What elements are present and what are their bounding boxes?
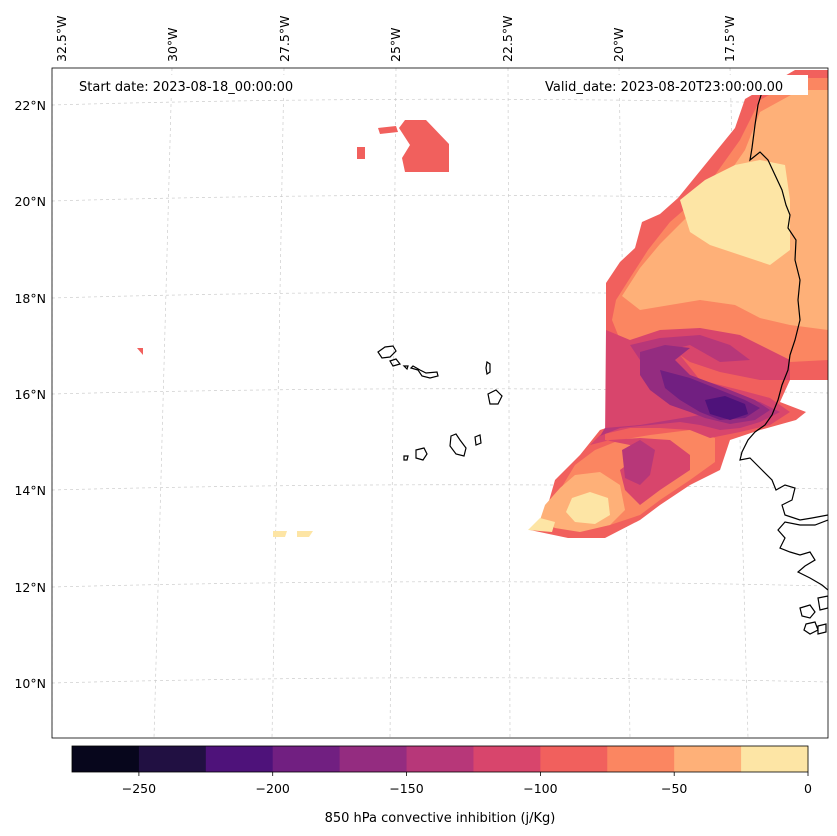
island-santo-antao xyxy=(377,345,397,359)
guinea-bissau-islands xyxy=(799,595,828,635)
island-sal xyxy=(485,360,491,376)
cin-region-south-yellow xyxy=(566,492,610,524)
island-sao-nicolau xyxy=(409,365,439,379)
cin-region-south-yellow-tail xyxy=(528,518,555,532)
colorbar-tick-0: 0 xyxy=(804,781,812,796)
guinea-coastline xyxy=(777,519,828,591)
lon-label-22-5w: 22.5°W xyxy=(500,16,515,62)
lon-label-17-5w: 17.5°W xyxy=(722,16,737,62)
island-boa-vista xyxy=(487,389,503,405)
lat-label-14n: 14°N xyxy=(14,483,46,498)
longitude-gridlines xyxy=(52,68,749,738)
island-maio xyxy=(474,434,482,446)
island-santiago xyxy=(449,433,467,457)
colorbar-segment xyxy=(674,746,742,772)
cin-patch-west xyxy=(137,348,143,355)
valid-date-box xyxy=(540,75,808,95)
colorbar-tick-minus-150: −150 xyxy=(389,781,423,796)
colorbar-segment xyxy=(741,746,809,772)
valid-date-label: Valid_date: 2023-08-20T23:00:00.00 xyxy=(545,80,783,95)
africa-coastline xyxy=(739,91,828,521)
lon-label-27-5w: 27.5°W xyxy=(277,16,292,62)
colorbar-segment xyxy=(473,746,541,772)
island-brava xyxy=(403,455,409,461)
colorbar-title: 850 hPa convective inhibition (j/Kg) xyxy=(325,811,556,826)
lat-label-10n: 10°N xyxy=(14,676,46,691)
colorbar-segment xyxy=(272,746,341,772)
map-frame xyxy=(51,67,829,739)
cin-patch-south-yellow-2 xyxy=(297,531,313,537)
latitude-gridlines xyxy=(52,98,828,684)
longitude-labels: 32.5°W 30°W 27.5°W 25°W 22.5°W 20°W 17.5… xyxy=(54,16,737,62)
lon-label-32-5w: 32.5°W xyxy=(54,16,69,62)
cin-patch-north xyxy=(399,120,449,172)
coastlines xyxy=(377,75,828,635)
start-date-box xyxy=(72,75,316,95)
colorbar-segment xyxy=(205,746,274,772)
start-date-label: Start date: 2023-08-18_00:00:00 xyxy=(79,80,293,95)
colorbar-segment xyxy=(138,746,207,772)
lon-label-25w: 25°W xyxy=(388,27,403,62)
cin-contours xyxy=(137,70,828,538)
cin-region-band-purple xyxy=(705,396,748,420)
lat-label-16n: 16°N xyxy=(14,387,46,402)
lat-label-20n: 20°N xyxy=(14,194,46,209)
cin-patch-north-small-2 xyxy=(357,147,365,159)
lat-label-12n: 12°N xyxy=(14,580,46,595)
lat-label-22n: 22°N xyxy=(14,98,46,113)
colorbar xyxy=(72,746,809,772)
cin-region-south-violet xyxy=(622,440,655,485)
colorbar-ticks: −250 −200 −150 −100 −50 0 xyxy=(122,772,812,796)
island-santa-luzia xyxy=(402,365,409,371)
colorbar-segment xyxy=(540,746,608,772)
colorbar-tick-minus-250: −250 xyxy=(122,781,156,796)
colorbar-tick-minus-50: −50 xyxy=(661,781,687,796)
latitude-labels: 22°N 20°N 18°N 16°N 14°N 12°N 10°N xyxy=(14,98,46,691)
lon-label-30w: 30°W xyxy=(165,27,180,62)
lon-label-20w: 20°W xyxy=(611,27,626,62)
cin-region-yellow xyxy=(680,160,790,265)
colorbar-frame xyxy=(71,745,809,773)
cin-patch-south-yellow xyxy=(273,531,287,537)
colorbar-segment xyxy=(406,746,474,772)
colorbar-tick-minus-100: −100 xyxy=(523,781,557,796)
colorbar-segment xyxy=(339,746,408,772)
cin-patch-north-small xyxy=(378,126,398,134)
lat-label-18n: 18°N xyxy=(14,291,46,306)
island-fogo xyxy=(415,447,428,461)
colorbar-segment xyxy=(607,746,675,772)
island-sao-vicente xyxy=(389,358,402,367)
colorbar-segment xyxy=(72,746,140,772)
colorbar-tick-minus-200: −200 xyxy=(256,781,290,796)
